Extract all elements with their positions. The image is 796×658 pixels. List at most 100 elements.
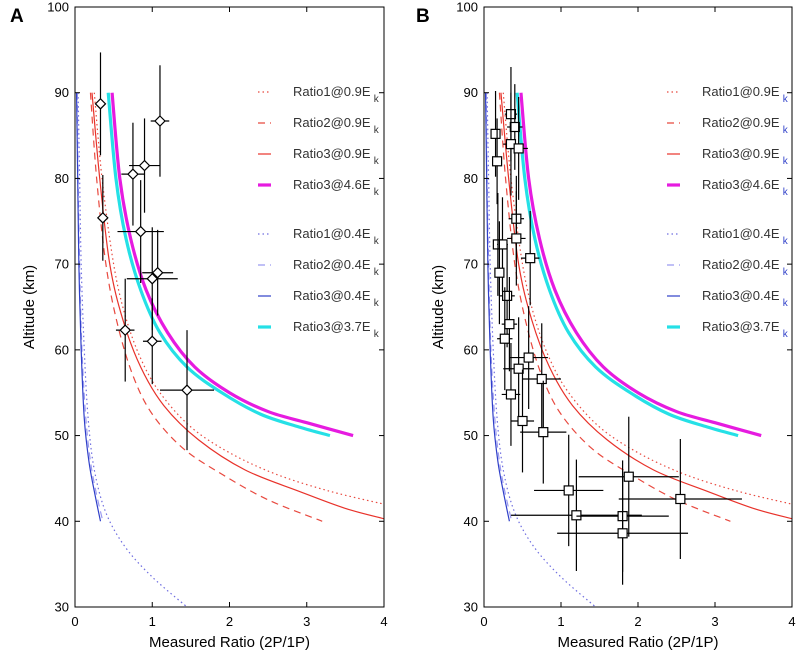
legend-item: Ratio2@0.9Ek <box>258 115 380 136</box>
legend-item: Ratio1@0.9Ek <box>258 84 380 105</box>
square-marker <box>490 128 501 139</box>
legend-subscript: k <box>783 187 789 198</box>
data-point <box>497 287 513 391</box>
square-marker <box>536 373 547 385</box>
legend-subscript: k <box>374 298 380 309</box>
square-marker <box>571 510 582 521</box>
legend-subscript: k <box>783 94 789 105</box>
panel-a: A 0 1 2 3 4 30 40 50 60 70 80 90 100 Measured Ratio (2… <box>10 0 388 651</box>
data-point <box>507 84 523 170</box>
series-line <box>486 92 597 607</box>
legend-item: Ratio1@0.4Ek <box>667 226 789 247</box>
x-tick-label: 2 <box>226 614 233 629</box>
panel-label: B <box>416 6 430 27</box>
legend-subscript: k <box>783 329 789 340</box>
diamond-marker <box>146 272 159 285</box>
legend-item: Ratio1@0.4Ek <box>258 226 380 247</box>
legend-label: Ratio1@0.4E <box>702 226 780 241</box>
legend-subscript: k <box>374 94 380 105</box>
data-point <box>117 180 164 283</box>
y-tick-label: 80 <box>55 171 69 186</box>
data-point <box>142 298 162 385</box>
data-point <box>557 481 689 585</box>
legend-subscript: k <box>783 298 789 309</box>
legend-subscript: k <box>374 329 380 340</box>
x-tick-label: 1 <box>557 614 564 629</box>
series-line <box>89 92 323 522</box>
legend-item: Ratio2@0.4Ek <box>258 257 380 278</box>
legend-subscript: k <box>783 267 789 278</box>
series-line <box>110 92 354 438</box>
legend-subscript: k <box>783 236 789 247</box>
data-point <box>129 118 160 213</box>
series-line <box>515 92 739 438</box>
legend-item: Ratio3@0.9Ek <box>667 146 789 167</box>
legend-label: Ratio2@0.4E <box>702 257 780 272</box>
y-axis-label: Altitude (km) <box>430 265 447 349</box>
data-point <box>96 175 109 261</box>
x-tick-label: 4 <box>380 614 387 629</box>
data-point <box>159 330 215 451</box>
y-tick-label: 50 <box>55 428 69 443</box>
series-line <box>75 92 102 522</box>
legend-item: Ratio3@3.7Ek <box>667 319 789 340</box>
y-tick-label: 30 <box>55 600 69 615</box>
legend-subscript: k <box>374 156 380 167</box>
diamond-marker <box>151 266 164 279</box>
legend-label: Ratio1@0.9E <box>702 84 780 99</box>
legend-label: Ratio3@0.9E <box>293 146 371 161</box>
square-marker <box>523 352 534 363</box>
x-tick-label: 3 <box>303 614 310 629</box>
legend-label: Ratio3@3.7E <box>293 319 371 334</box>
legend-item: Ratio3@0.4Ek <box>258 288 380 309</box>
diamond-marker <box>94 98 107 110</box>
data-point <box>520 380 567 484</box>
data-point <box>150 65 170 177</box>
square-marker <box>525 253 536 264</box>
panel-label: A <box>10 6 24 27</box>
legend-item: Ratio3@3.7Ek <box>258 319 380 340</box>
data-point <box>126 227 178 331</box>
square-marker <box>513 143 524 154</box>
legend-label: Ratio3@4.6E <box>293 177 371 192</box>
series-line <box>519 92 762 438</box>
data-point <box>499 244 515 348</box>
data-point <box>94 52 107 156</box>
data-point <box>491 118 503 205</box>
panel-b: B 0 1 2 3 4 30 40 50 60 70 80 90 100 Measured Ratio (2… <box>416 0 796 651</box>
square-marker <box>623 471 634 482</box>
series-line <box>498 92 731 522</box>
data-point <box>618 439 742 559</box>
diamond-marker <box>127 168 139 180</box>
data-point <box>522 323 561 435</box>
diamond-marker <box>146 335 159 348</box>
data-point <box>509 97 528 200</box>
model-curves <box>75 92 384 607</box>
x-tick-label: 0 <box>71 614 78 629</box>
y-tick-label: 70 <box>464 257 478 272</box>
x-axis-label: Measured Ratio (2P/1P) <box>558 634 719 651</box>
y-tick-label: 50 <box>464 428 478 443</box>
measurements <box>490 67 742 585</box>
data-point <box>142 229 174 316</box>
diamond-marker <box>154 115 166 127</box>
data-point <box>534 434 604 547</box>
square-marker <box>509 121 520 133</box>
series-line <box>76 92 104 522</box>
y-tick-label: 100 <box>47 0 69 15</box>
model-curves <box>484 92 792 607</box>
legend-subscript: k <box>374 236 380 247</box>
measurements <box>94 52 215 451</box>
data-point <box>115 278 135 382</box>
square-marker <box>491 156 503 167</box>
legend: Ratio1@0.9EkRatio2@0.9EkRatio3@0.9EkRati… <box>258 84 380 340</box>
x-tick-label: 1 <box>149 614 156 629</box>
x-tick-label: 4 <box>788 614 795 629</box>
square-marker <box>675 493 686 505</box>
square-marker <box>499 333 510 344</box>
x-tick-label: 2 <box>634 614 641 629</box>
data-point <box>503 317 535 421</box>
y-tick-label: 80 <box>464 171 478 186</box>
x-tick-label: 0 <box>480 614 487 629</box>
diamond-marker <box>134 225 147 238</box>
